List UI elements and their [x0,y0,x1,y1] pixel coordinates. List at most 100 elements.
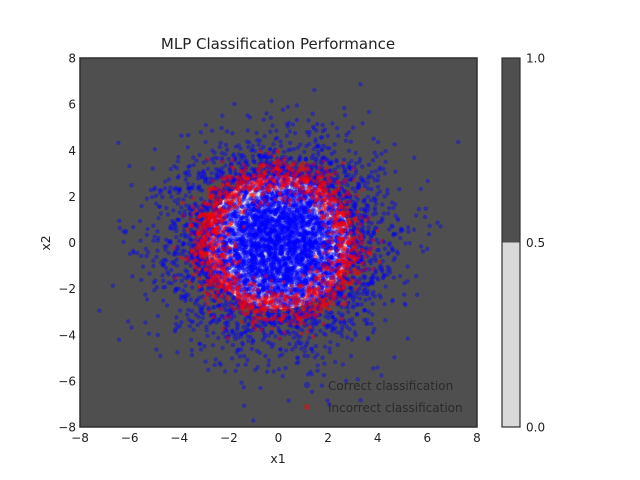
scatter-point-correct [238,282,243,287]
scatter-point-correct [212,304,217,310]
scatter-point-correct [283,210,288,215]
scatter-point-correct [385,187,390,193]
scatter-point-correct [283,284,288,289]
scatter-point-correct [251,418,256,423]
scatter-point-correct [347,200,352,205]
scatter-point-correct [235,297,240,303]
scatter-point-correct [153,278,158,283]
scatter-point-correct [154,347,159,352]
scatter-point-correct [254,188,259,193]
scatter-point-correct [166,272,171,277]
scatter-point-correct [318,328,323,333]
scatter-point-correct [332,219,337,225]
scatter-point-correct [371,366,376,371]
scatter-point-correct [357,182,362,187]
scatter-point-correct [342,286,347,291]
scatter-point-correct [130,274,135,279]
scatter-point-correct [288,140,293,146]
scatter-point-correct [267,186,273,191]
scatter-point-correct [174,315,179,320]
scatter-point-correct [256,218,261,223]
scatter-point-correct [287,233,293,238]
scatter-point-correct [345,247,350,253]
scatter-point-correct [173,252,178,257]
scatter-point-correct [143,292,148,297]
scatter-point-correct [422,214,428,220]
scatter-point-correct [145,226,150,232]
scatter-point-correct [275,242,281,248]
scatter-point-correct [272,207,277,213]
scatter-point-correct [230,196,235,202]
scatter-point-correct [144,232,149,237]
scatter-point-correct [317,294,322,299]
scatter-point-correct [239,239,245,244]
scatter-point-correct [334,157,339,163]
scatter-point-correct [193,203,199,209]
scatter-point-correct [269,218,274,223]
scatter-point-correct [346,172,352,178]
scatter-point-correct [358,82,363,87]
scatter-point-correct [250,204,256,210]
scatter-point-correct [281,262,287,267]
scatter-point-correct [267,236,273,241]
scatter-point-correct [280,248,285,254]
scatter-point-correct [171,261,177,267]
scatter-point-correct [179,133,184,138]
scatter-point-correct [217,144,222,150]
scatter-point-correct [302,235,307,240]
scatter-point-correct [390,247,395,253]
scatter-point-correct [186,255,191,260]
scatter-point-correct [372,205,378,211]
scatter-point-correct [335,202,340,207]
scatter-point-correct [173,250,178,255]
scatter-point-correct [116,140,121,145]
scatter-point-correct [223,259,229,264]
scatter-point-correct [370,312,375,317]
scatter-point-correct [438,224,443,229]
scatter-point-correct [291,264,297,269]
scatter-point-correct [278,249,283,254]
scatter-point-correct [239,188,244,193]
scatter-point-correct [264,271,269,276]
scatter-point-correct [249,249,254,254]
scatter-point-correct [370,174,375,180]
scatter-point-correct [223,142,229,148]
scatter-point-correct [382,194,387,199]
scatter-point-correct [329,288,334,293]
scatter-point-correct [283,282,288,287]
scatter-point-correct [297,156,302,161]
scatter-point-correct [334,248,339,253]
scatter-point-correct [274,290,280,295]
scatter-point-correct [331,194,337,200]
scatter-point-correct [363,297,368,303]
scatter-point-correct [208,272,214,277]
scatter-point-correct [226,266,232,271]
scatter-point-correct [311,220,317,226]
scatter-point-correct [374,154,379,159]
scatter-point-correct [182,275,187,280]
scatter-point-correct [278,169,283,174]
scatter-point-correct [139,203,144,209]
scatter-point-correct [276,205,281,211]
scatter-point-correct [303,157,309,162]
scatter-point-correct [183,294,188,300]
scatter-point-correct [277,214,282,220]
scatter-point-correct [378,253,383,259]
scatter-point-correct [367,296,372,301]
scatter-point-correct [234,350,240,355]
scatter-point-correct [306,192,312,197]
scatter-point-correct [170,218,175,224]
scatter-point-correct [212,241,217,247]
scatter-point-correct [261,278,266,283]
scatter-point-correct [309,389,315,394]
scatter-point-correct [277,353,282,358]
scatter-point-correct [242,185,248,191]
scatter-point-correct [257,207,262,213]
scatter-point-correct [275,255,280,260]
scatter-point-correct [238,226,243,231]
scatter-point-correct [301,310,306,315]
scatter-point-correct [334,217,339,223]
scatter-point-correct [257,265,263,270]
scatter-point-correct [293,214,299,220]
scatter-point-correct [221,229,227,235]
